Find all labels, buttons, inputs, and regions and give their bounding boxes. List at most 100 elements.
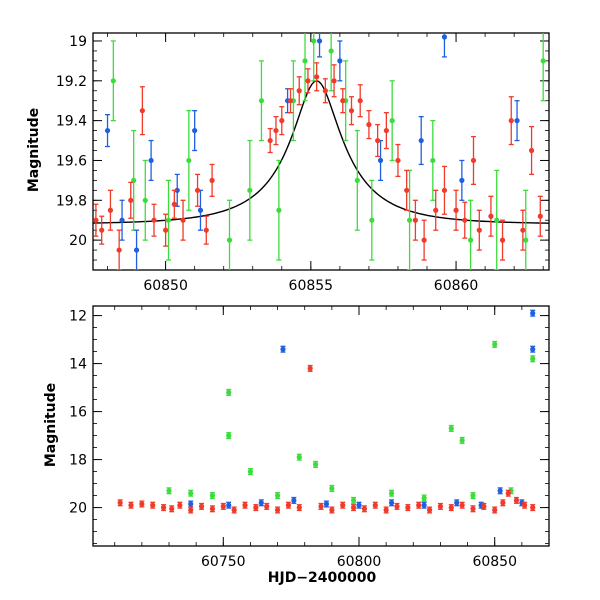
data-point (247, 469, 254, 475)
data-point (437, 503, 444, 509)
data-point (459, 437, 465, 443)
plot-frame (92, 32, 550, 271)
data-point (276, 207, 282, 213)
data-point (253, 505, 259, 511)
x-tick-label: 60800 (337, 554, 382, 570)
y-tick-label: 19.8 (56, 193, 87, 209)
data-point (311, 38, 317, 44)
data-point (302, 58, 308, 64)
data-point (453, 207, 459, 213)
data-point (494, 217, 500, 223)
data-point (361, 506, 368, 512)
data-point (520, 227, 526, 233)
data-point (459, 502, 465, 508)
data-point (350, 497, 357, 503)
data-point (128, 502, 134, 508)
y-tick-label: 19.2 (56, 74, 87, 90)
data-point (356, 502, 362, 508)
data-point (93, 217, 99, 223)
data-point (521, 502, 528, 508)
data-point (226, 502, 232, 508)
data-point (180, 217, 186, 223)
data-point (160, 505, 167, 511)
plot-frame (92, 305, 550, 547)
data-point (314, 74, 320, 80)
data-point (500, 500, 506, 506)
data-point (530, 505, 536, 511)
data-point (171, 201, 177, 207)
plot-area (93, 33, 549, 270)
x-tick-label: 60850 (472, 554, 517, 570)
series-red (117, 364, 536, 514)
data-point (416, 502, 422, 508)
data-point (470, 506, 476, 512)
data-point (421, 237, 427, 243)
data-point (226, 237, 233, 243)
y-tick-label: 19.4 (56, 114, 87, 130)
data-point (337, 58, 343, 64)
data-point (441, 34, 448, 40)
data-point (169, 506, 175, 512)
data-point (209, 506, 216, 512)
x-tick-label: 60860 (434, 278, 479, 294)
data-point (530, 356, 536, 362)
data-point (383, 127, 389, 134)
data-point (280, 346, 286, 352)
data-point (119, 217, 125, 223)
data-point (226, 389, 232, 395)
x-tick-label: 60850 (143, 278, 188, 294)
data-point (104, 127, 111, 134)
data-point (247, 187, 253, 193)
data-point (174, 187, 180, 193)
data-point (194, 187, 201, 193)
data-point (316, 38, 323, 44)
data-point (406, 217, 413, 223)
data-point (454, 500, 460, 506)
data-point (421, 502, 427, 508)
data-point (209, 493, 216, 499)
data-point (369, 217, 375, 223)
data-point (470, 157, 477, 164)
data-point (497, 488, 503, 494)
data-point (267, 137, 273, 144)
data-point (117, 500, 123, 506)
data-point (107, 207, 114, 213)
data-point (354, 177, 360, 183)
series-blue (188, 309, 536, 509)
data-point (441, 187, 448, 193)
data-point (348, 108, 355, 114)
data-point (375, 137, 381, 144)
data-point (166, 488, 172, 494)
data-point (530, 346, 536, 352)
model-curve (93, 80, 549, 224)
data-point (186, 157, 192, 164)
data-point (350, 505, 357, 511)
data-point (139, 108, 145, 114)
y-tick-label: 16 (69, 405, 87, 421)
data-point (312, 461, 319, 467)
data-point (389, 118, 395, 124)
data-point (188, 501, 194, 507)
data-point (499, 237, 506, 243)
data-point (488, 213, 494, 219)
data-point (492, 507, 498, 513)
data-point (151, 217, 157, 223)
data-point (404, 187, 410, 193)
data-point (329, 485, 335, 491)
x-tick-label: 60750 (201, 554, 246, 570)
plot-area (117, 309, 536, 514)
data-point (296, 454, 302, 460)
data-point (128, 197, 134, 203)
data-point (418, 137, 424, 144)
data-point (188, 490, 194, 496)
data-point (209, 177, 215, 183)
data-point (192, 127, 198, 134)
data-point (412, 217, 418, 223)
data-point (148, 157, 154, 164)
data-point (142, 197, 148, 203)
y-tick-label: 19 (69, 34, 87, 50)
data-point (383, 507, 389, 513)
data-point (139, 501, 145, 507)
data-point (285, 502, 292, 508)
